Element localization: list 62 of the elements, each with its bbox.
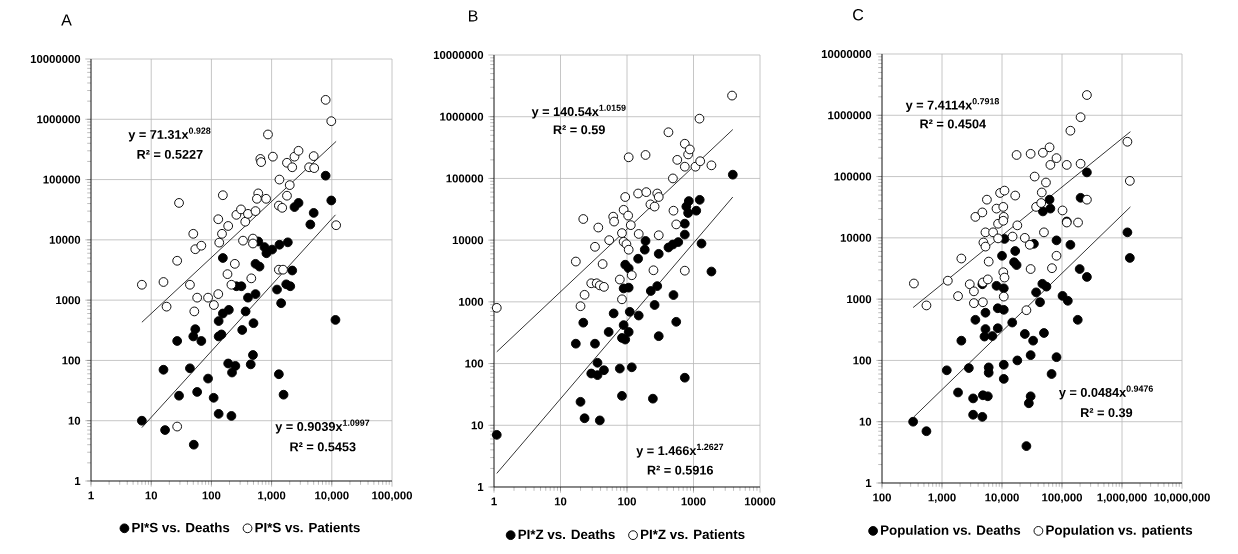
y-tick-label: 10000 bbox=[49, 235, 81, 244]
x-tick-label: 10 bbox=[554, 497, 567, 506]
y-tick-label: 1000 bbox=[56, 296, 81, 305]
annotation: y = 7.4114x$^{0.7918}$ bbox=[905, 98, 1000, 113]
x-tick-label: 100 bbox=[202, 491, 221, 500]
annotation: y = 0.9039x$^{1.0997}$ bbox=[275, 419, 370, 434]
legend-label: PI*Z vs. Patients bbox=[641, 529, 745, 540]
x-tick-label: 10000 bbox=[744, 497, 776, 506]
chart-title: A bbox=[61, 14, 72, 26]
x-tick-label: 10,000,000 bbox=[1154, 493, 1210, 504]
y-tick-label: 10 bbox=[471, 421, 484, 430]
y-tick-label: 100000 bbox=[834, 172, 872, 181]
legend-label: Population vs. patients bbox=[1046, 525, 1193, 538]
annotation: y = 0.0484x$^{0.9476}$ bbox=[1058, 385, 1153, 400]
legend-label: PI*S vs. Deaths bbox=[132, 522, 230, 533]
annotation: R² = 0.5916 bbox=[647, 465, 713, 475]
legend-label: PI*S vs. Patients bbox=[255, 522, 360, 533]
y-tick-label: 1000000 bbox=[828, 111, 872, 120]
x-tick-label: 1000 bbox=[681, 497, 706, 506]
y-tick-label: 10000000 bbox=[30, 55, 81, 64]
x-tick-label: 100 bbox=[618, 497, 636, 506]
y-tick-label: 100 bbox=[62, 356, 81, 365]
annotation: y = 71.31x$^{0.928}$ bbox=[128, 127, 211, 142]
y-tick-label: 1000 bbox=[847, 295, 872, 304]
chart-title: B bbox=[468, 10, 478, 22]
y-tick-label: 10 bbox=[859, 417, 872, 426]
annotation: R² = 0.5227 bbox=[137, 149, 203, 159]
y-tick-label: 10 bbox=[68, 416, 81, 425]
annotation: R² = 0.5453 bbox=[290, 442, 356, 452]
annotation: y = 1.466x$^{1.2627}$ bbox=[636, 443, 724, 458]
y-tick-label: 10000000 bbox=[433, 51, 484, 60]
y-tick-label: 1 bbox=[866, 479, 872, 487]
y-tick-label: 1000000 bbox=[37, 115, 81, 124]
y-tick-label: 1 bbox=[478, 483, 484, 491]
legend-label: Population vs. Deaths bbox=[881, 525, 1021, 538]
legend-label: PI*Z vs. Deaths bbox=[518, 529, 615, 540]
x-tick-label: 100,000 bbox=[372, 491, 413, 502]
y-tick-label: 10000 bbox=[840, 233, 872, 242]
y-tick-label: 10000000 bbox=[821, 49, 872, 58]
x-tick-label: 100 bbox=[873, 493, 891, 502]
x-tick-label: 10,000 bbox=[985, 493, 1019, 504]
y-tick-label: 100 bbox=[465, 359, 484, 368]
x-tick-label: 1 bbox=[88, 491, 94, 500]
chart-title: C bbox=[853, 9, 864, 21]
x-tick-label: 1 bbox=[491, 497, 497, 506]
x-tick-label: 1,000 bbox=[928, 493, 956, 504]
x-tick-label: 1,000,000 bbox=[1097, 493, 1147, 504]
x-tick-label: 1,000 bbox=[258, 491, 286, 502]
x-tick-label: 100,000 bbox=[1042, 493, 1083, 504]
x-tick-label: 10 bbox=[145, 491, 158, 500]
annotation: R² = 0.4504 bbox=[920, 119, 987, 129]
y-tick-label: 100 bbox=[853, 356, 872, 365]
y-tick-label: 1000000 bbox=[440, 112, 484, 121]
y-tick-label: 1 bbox=[75, 477, 81, 485]
annotation: y = 140.54x$^{1.0159}$ bbox=[531, 104, 626, 119]
y-tick-label: 100000 bbox=[43, 175, 81, 184]
annotation: R² = 0.59 bbox=[553, 125, 605, 135]
y-tick-label: 100000 bbox=[446, 174, 484, 183]
x-tick-label: 10,000 bbox=[315, 491, 349, 502]
y-tick-label: 1000 bbox=[459, 297, 484, 306]
annotation: R² = 0.39 bbox=[1081, 408, 1133, 418]
y-tick-label: 10000 bbox=[452, 236, 484, 245]
